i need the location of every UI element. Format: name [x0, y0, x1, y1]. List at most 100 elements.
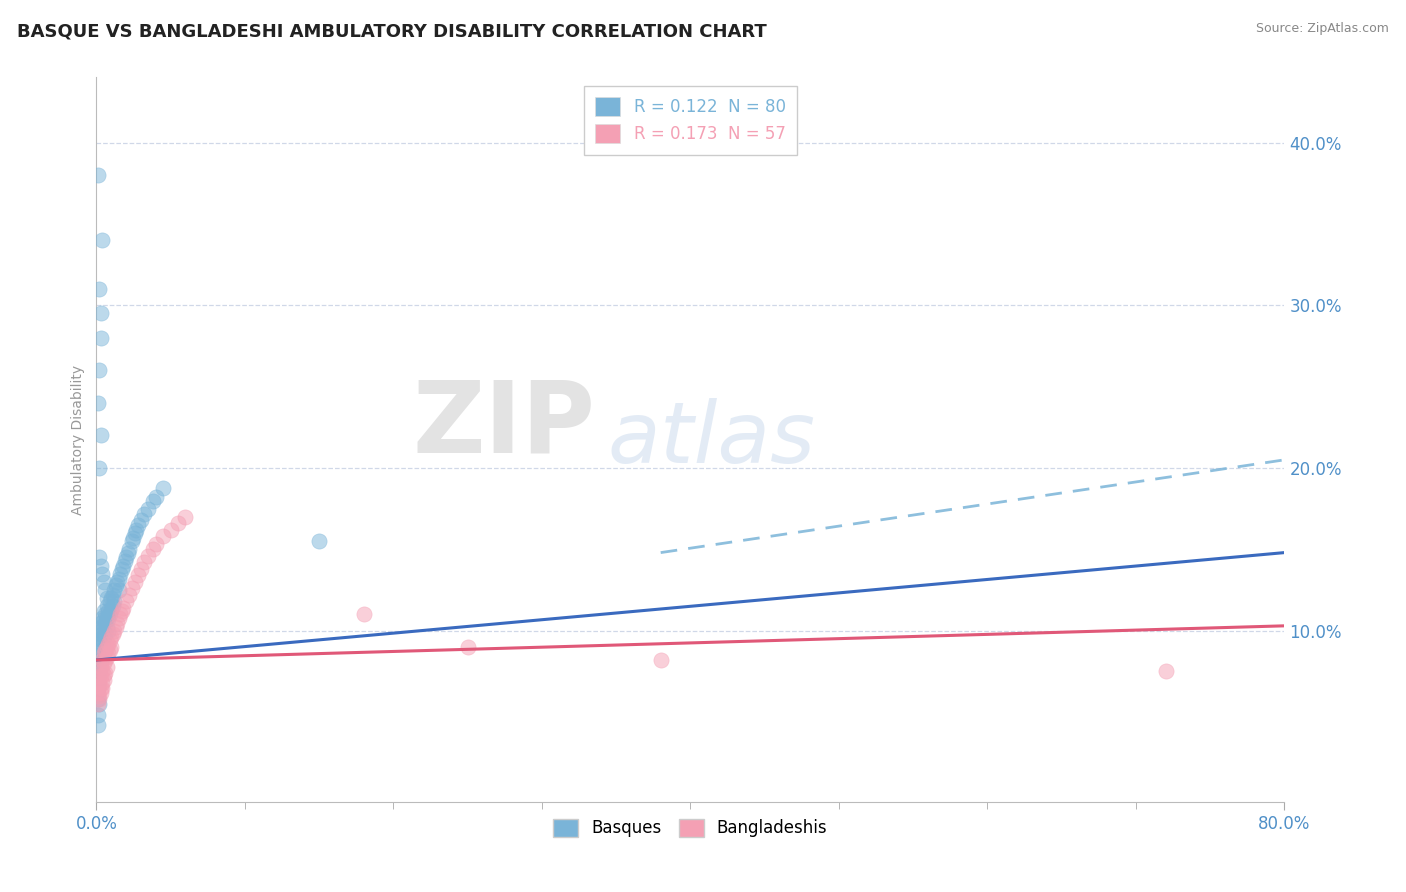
Point: [121, 582, 143, 596]
Point: [101, 588, 124, 602]
Point: [145, 537, 167, 551]
Point: [159, 523, 181, 537]
Point: [87, 685, 110, 699]
Point: [89, 640, 111, 654]
Point: [90, 669, 112, 683]
Point: [87, 669, 110, 683]
Point: [112, 601, 135, 615]
Point: [87, 708, 110, 723]
Point: [89, 669, 111, 683]
Point: [98, 633, 121, 648]
Point: [101, 627, 124, 641]
Point: [90, 681, 112, 695]
Point: [90, 653, 112, 667]
Point: [98, 607, 121, 622]
Point: [115, 550, 138, 565]
Point: [152, 481, 174, 495]
Point: [91, 675, 114, 690]
Point: [101, 599, 124, 614]
Point: [107, 610, 129, 624]
Point: [103, 624, 125, 638]
Point: [90, 615, 112, 630]
Point: [650, 653, 672, 667]
Point: [108, 607, 131, 622]
Point: [94, 666, 117, 681]
Point: [105, 574, 128, 589]
Point: [457, 640, 479, 654]
Point: [104, 620, 127, 634]
Point: [96, 610, 118, 624]
Point: [110, 604, 132, 618]
Point: [91, 653, 114, 667]
Point: [118, 588, 141, 602]
Point: [93, 657, 115, 671]
Point: [1154, 665, 1177, 679]
Point: [107, 582, 129, 597]
Point: [89, 665, 111, 679]
Point: [89, 648, 111, 662]
Point: [118, 542, 141, 557]
Point: [100, 630, 122, 644]
Point: [108, 566, 131, 581]
Point: [89, 282, 111, 296]
Point: [97, 647, 120, 661]
Point: [90, 331, 112, 345]
Point: [87, 718, 110, 732]
Point: [96, 649, 118, 664]
Text: Source: ZipAtlas.com: Source: ZipAtlas.com: [1256, 22, 1389, 36]
Point: [129, 562, 152, 576]
Point: [115, 594, 138, 608]
Point: [93, 612, 115, 626]
Legend: Basques, Bangladeshis: Basques, Bangladeshis: [547, 812, 834, 844]
Point: [100, 640, 122, 654]
Point: [91, 566, 114, 581]
Point: [132, 555, 155, 569]
Point: [90, 624, 112, 638]
Point: [96, 659, 118, 673]
Text: BASQUE VS BANGLADESHI AMBULATORY DISABILITY CORRELATION CHART: BASQUE VS BANGLADESHI AMBULATORY DISABIL…: [17, 22, 766, 40]
Point: [103, 582, 125, 597]
Point: [90, 643, 112, 657]
Text: ZIP: ZIP: [412, 376, 595, 474]
Point: [89, 461, 111, 475]
Point: [121, 534, 143, 549]
Point: [96, 640, 118, 654]
Point: [129, 513, 152, 527]
Point: [97, 612, 120, 626]
Point: [167, 516, 190, 531]
Point: [136, 549, 159, 563]
Point: [93, 673, 115, 687]
Point: [127, 517, 149, 532]
Point: [94, 582, 117, 597]
Point: [96, 591, 118, 606]
Point: [93, 630, 115, 644]
Point: [97, 624, 120, 638]
Point: [87, 168, 110, 182]
Point: [142, 542, 165, 557]
Point: [91, 627, 114, 641]
Point: [152, 529, 174, 543]
Point: [125, 523, 148, 537]
Point: [114, 554, 136, 568]
Point: [308, 534, 330, 549]
Point: [91, 233, 114, 247]
Point: [100, 591, 122, 606]
Point: [107, 572, 129, 586]
Text: atlas: atlas: [607, 398, 815, 481]
Point: [87, 697, 110, 711]
Point: [87, 396, 110, 410]
Point: [136, 501, 159, 516]
Point: [97, 637, 120, 651]
Point: [94, 653, 117, 667]
Point: [89, 697, 111, 711]
Point: [112, 558, 135, 573]
Point: [89, 689, 111, 703]
Point: [132, 507, 155, 521]
Point: [90, 558, 112, 573]
Point: [87, 675, 110, 690]
Point: [89, 679, 111, 693]
Point: [94, 607, 117, 622]
Point: [353, 607, 375, 622]
Point: [87, 681, 110, 695]
Point: [98, 643, 121, 657]
